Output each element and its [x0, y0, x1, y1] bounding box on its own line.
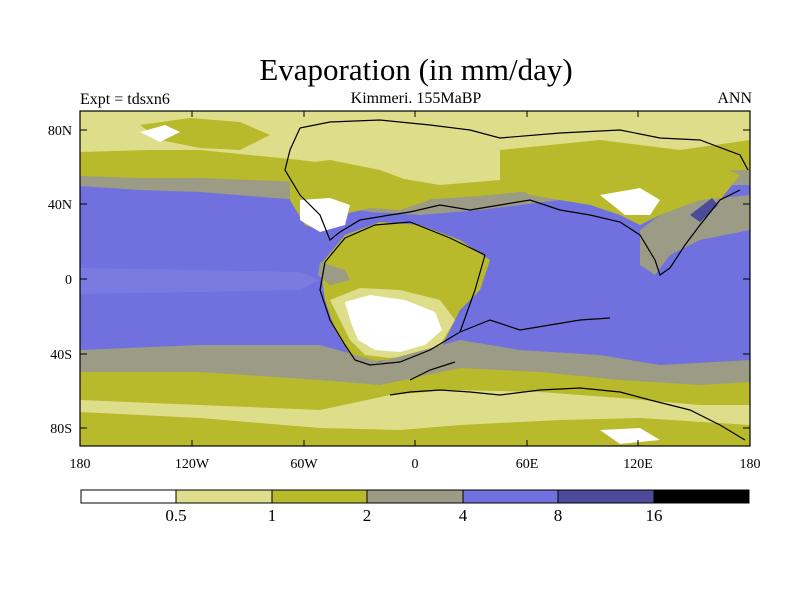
x-tick-label: 180 [70, 457, 91, 472]
colorbar-label: 8 [554, 506, 563, 525]
colorbar-swatch [653, 489, 750, 504]
coastlines [284, 119, 749, 441]
asia-land [500, 140, 740, 225]
north-olive-patch [140, 118, 270, 150]
colorbar-label: 2 [363, 506, 372, 525]
colorbar-label: 4 [459, 506, 468, 525]
laurasia-desert [300, 198, 350, 232]
asia-white-patch [600, 188, 660, 215]
north-white-patch [140, 125, 180, 142]
y-tick-label: 80S [50, 422, 72, 437]
colorbar-swatch [271, 489, 368, 504]
x-tick-label: 180 [740, 457, 761, 472]
map-field [80, 111, 750, 446]
y-tick-label: 80N [48, 124, 72, 139]
colorbar-swatch [557, 489, 655, 504]
colorbar [80, 489, 750, 504]
colorbar-label: 0.5 [165, 506, 186, 525]
y-tick-label: 40N [48, 198, 72, 213]
x-tick-label: 120E [623, 457, 653, 472]
south-olive-band-2 [80, 412, 750, 446]
colorbar-label: 16 [646, 506, 663, 525]
colorbar-swatch [462, 489, 559, 504]
y-tick-label: 40S [50, 348, 72, 363]
x-tick-label: 120W [175, 457, 210, 472]
axis-ticks [80, 111, 750, 446]
map-subtitle: Kimmeri. 155MaBP [350, 90, 482, 107]
x-tick-label: 60W [290, 457, 318, 472]
x-tick-label: 0 [412, 457, 419, 472]
x-tick-label: 60E [516, 457, 539, 472]
colorbar-swatch [175, 489, 273, 504]
colorbar-label: 1 [268, 506, 277, 525]
high-evap-patch-east [690, 198, 718, 222]
gondwana-gray-coast [318, 262, 350, 285]
map-title: Evaporation (in mm/day) [259, 52, 573, 87]
east-coast-band [640, 195, 750, 275]
colorbar-swatch [366, 489, 464, 504]
colorbar-swatch [80, 489, 177, 504]
tropical-streak [80, 268, 320, 294]
experiment-label: Expt = tdsxn6 [80, 91, 170, 108]
y-tick-label: 0 [65, 273, 72, 288]
season-label: ANN [717, 90, 752, 107]
gondwana-desert [345, 295, 442, 352]
antarctic-white-patch [600, 428, 660, 444]
